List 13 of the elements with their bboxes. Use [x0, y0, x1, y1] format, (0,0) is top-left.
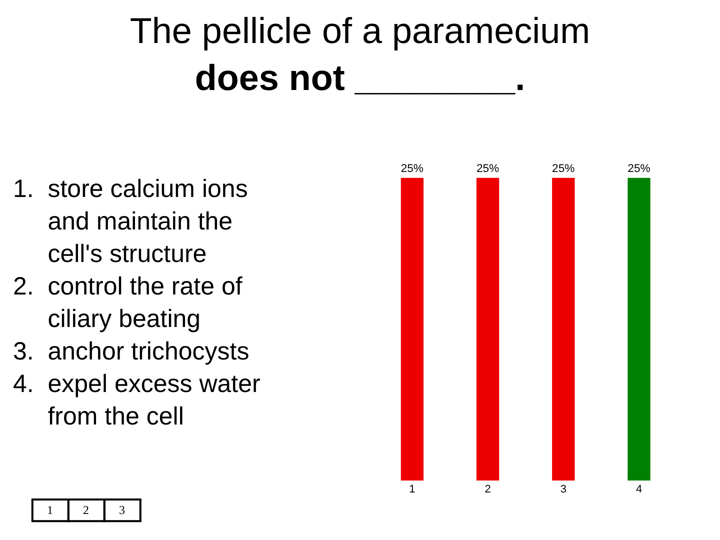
x-tick-label: 1: [409, 484, 416, 496]
text: 2: [83, 503, 89, 517]
text: 1: [47, 503, 53, 517]
chart-title: The pellicle of a paramecium does not ________.: [130, 10, 590, 98]
data-label: 25%: [476, 162, 500, 175]
data-label: 25%: [628, 162, 650, 175]
x-tick-label: 4: [636, 484, 642, 496]
x-tick-label: 3: [560, 484, 566, 496]
text: 3: [119, 503, 125, 517]
data-label: 25%: [552, 162, 575, 175]
text: 1. store calcium ions and maintain the cell's structure 2. control the rate of ciliary beating 3. anchor trichocysts 4. expel excess water from the cell: [13, 175, 260, 430]
data-label: 25%: [400, 162, 424, 175]
x-tick-label: 2: [484, 484, 491, 496]
